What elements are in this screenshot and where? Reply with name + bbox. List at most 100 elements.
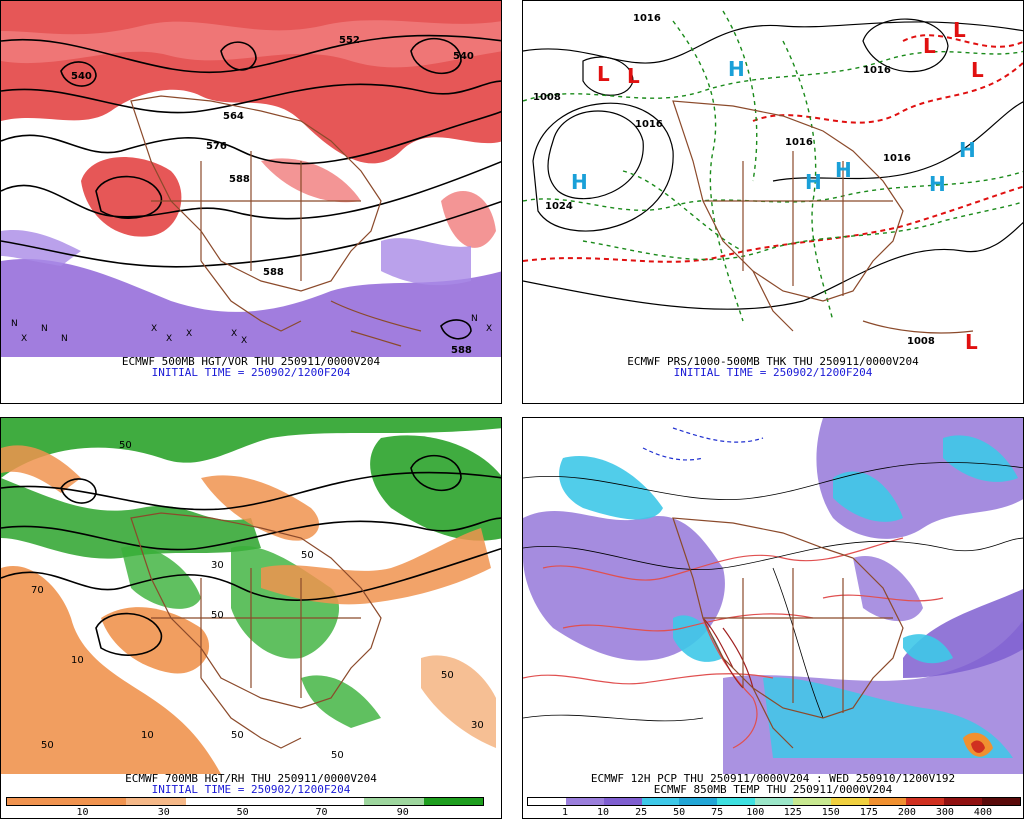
svg-text:10: 10: [71, 655, 84, 666]
colorbar-tick: 175: [859, 807, 878, 818]
colorbar-swatch: [245, 798, 305, 805]
colorbar-swatch: [830, 798, 869, 805]
colorbar-swatch: [755, 798, 793, 805]
isobar-label-3: 1008: [533, 92, 561, 103]
svg-text:50: 50: [331, 750, 344, 761]
svg-text:N: N: [61, 334, 68, 344]
panel-title: ECMWF 700MB HGT/RH THU 250911/0000V204: [125, 772, 377, 785]
low-pressure-marker-4: L: [953, 18, 966, 42]
svg-text:50: 50: [119, 440, 132, 451]
map-mslp-thickness: H H H H H H L L L L L L 1016 1016 1008 1…: [523, 1, 1023, 357]
precip-colorbar: [527, 797, 1021, 806]
colorbar-swatch: [868, 798, 907, 805]
colorbar-swatch: [717, 798, 756, 805]
high-pressure-marker-1: H: [571, 170, 588, 194]
panel-mslp-thickness: H H H H H H L L L L L L 1016 1016 1008 1…: [522, 0, 1024, 404]
svg-text:30: 30: [471, 720, 484, 731]
svg-text:X: X: [151, 324, 157, 334]
colorbar-swatch: [364, 798, 424, 805]
low-pressure-marker-6: L: [965, 330, 978, 354]
colorbar-tick: 70: [315, 807, 328, 818]
colorbar-tick: 25: [635, 807, 648, 818]
high-pressure-marker-2: H: [728, 57, 745, 81]
low-pressure-marker-2: L: [627, 64, 640, 88]
precip-colorbar-ticks: 1 10 25 50 75 100 125 150 175 200 300 40…: [527, 808, 1021, 818]
panel-700mb-rh: 50 70 30 50 10 10 50 50 50 50 30 50 ECMWF 700MB …: [0, 417, 502, 819]
panel-title: ECMWF PRS/1000-500MB THK THU 250911/0000…: [627, 355, 919, 368]
colorbar-swatch: [792, 798, 831, 805]
initial-time: INITIAL TIME = 250902/1200F204: [151, 783, 351, 796]
svg-text:50: 50: [231, 730, 244, 741]
colorbar-swatch: [679, 798, 718, 805]
contour-label-5: 588: [229, 174, 250, 185]
panel-title: ECMWF 500MB HGT/VOR THU 250911/0000V204: [121, 355, 381, 368]
svg-text:X: X: [486, 324, 492, 334]
colorbar-tick: 200: [897, 807, 916, 818]
colorbar-tick: 150: [821, 807, 840, 818]
map-12h-precip: [523, 418, 1023, 774]
low-pressure-marker-3: L: [923, 34, 936, 58]
contour-label-2: 552: [339, 35, 360, 46]
svg-text:X: X: [186, 329, 192, 339]
svg-text:50: 50: [211, 610, 224, 621]
colorbar-tick: 90: [396, 807, 409, 818]
contour-label-8: 588: [451, 345, 472, 356]
panel-title: ECMWF 12H PCP THU 250911/0000V204 : WED …: [590, 772, 956, 785]
colorbar-swatch: [641, 798, 680, 805]
low-pressure-marker-5: L: [971, 58, 984, 82]
svg-text:50: 50: [301, 550, 314, 561]
colorbar-tick: 400: [973, 807, 992, 818]
isobar-label-7: 1016: [785, 137, 813, 148]
high-pressure-marker-4: H: [835, 158, 852, 182]
isobar-label-2: 1016: [635, 119, 663, 130]
isobar-label-8: 1008: [907, 336, 935, 347]
colorbar-tick: 125: [783, 807, 802, 818]
colorbar-swatch: [304, 798, 364, 805]
svg-text:X: X: [21, 334, 27, 344]
svg-text:30: 30: [211, 560, 224, 571]
colorbar-swatch: [185, 798, 245, 805]
colorbar-tick: 75: [711, 807, 724, 818]
colorbar-swatch: [944, 798, 983, 805]
contour-label-7: 588: [263, 267, 284, 278]
map-500mb-vorticity: NXN XX X XXN NX 540 552 564 576 588 540 5…: [1, 1, 501, 357]
low-pressure-marker-1: L: [597, 62, 610, 86]
colorbar-swatch: [982, 798, 1020, 805]
colorbar-swatch: [126, 798, 186, 805]
isobar-label-4: 1016: [863, 65, 891, 76]
colorbar-tick: 100: [746, 807, 765, 818]
initial-time: INITIAL TIME = 250902/1200F204: [151, 366, 351, 379]
svg-text:X: X: [241, 336, 247, 346]
svg-text:X: X: [231, 329, 237, 339]
initial-time: INITIAL TIME = 250902/1200F204: [673, 366, 873, 379]
contour-label-4: 576: [206, 141, 227, 152]
svg-text:N: N: [41, 324, 48, 334]
colorbar-tick: 1: [562, 807, 569, 818]
svg-text:50: 50: [441, 670, 454, 681]
map-700mb-rh: 50 70 30 50 10 10 50 50 50 50 30 50: [1, 418, 501, 774]
colorbar-swatch: [906, 798, 945, 805]
isobar-label-1: 1016: [633, 13, 661, 24]
contour-label-3: 564: [223, 111, 244, 122]
colorbar-tick: 50: [673, 807, 686, 818]
panel-12h-precip: ECMWF 12H PCP THU 250911/0000V204 : WED …: [522, 417, 1024, 819]
contour-label-1: 540: [71, 71, 92, 82]
isobar-label-5: 1024: [545, 201, 573, 212]
isobar-label-6: 1016: [883, 153, 911, 164]
colorbar-tick: 300: [935, 807, 954, 818]
colorbar-swatch: [603, 798, 642, 805]
rh-colorbar: [6, 797, 484, 806]
colorbar-tick: 30: [157, 807, 170, 818]
svg-text:70: 70: [31, 585, 44, 596]
colorbar-swatch: [7, 798, 67, 805]
high-pressure-marker-3: H: [805, 170, 822, 194]
high-pressure-marker-6: H: [929, 172, 946, 196]
svg-text:N: N: [471, 314, 478, 324]
colorbar-tick: 10: [597, 807, 610, 818]
colorbar-swatch: [565, 798, 604, 805]
colorbar-swatch: [423, 798, 483, 805]
colorbar-swatch: [66, 798, 126, 805]
svg-text:X: X: [166, 334, 172, 344]
high-pressure-marker-5: H: [959, 138, 976, 162]
colorbar-tick: 10: [76, 807, 89, 818]
